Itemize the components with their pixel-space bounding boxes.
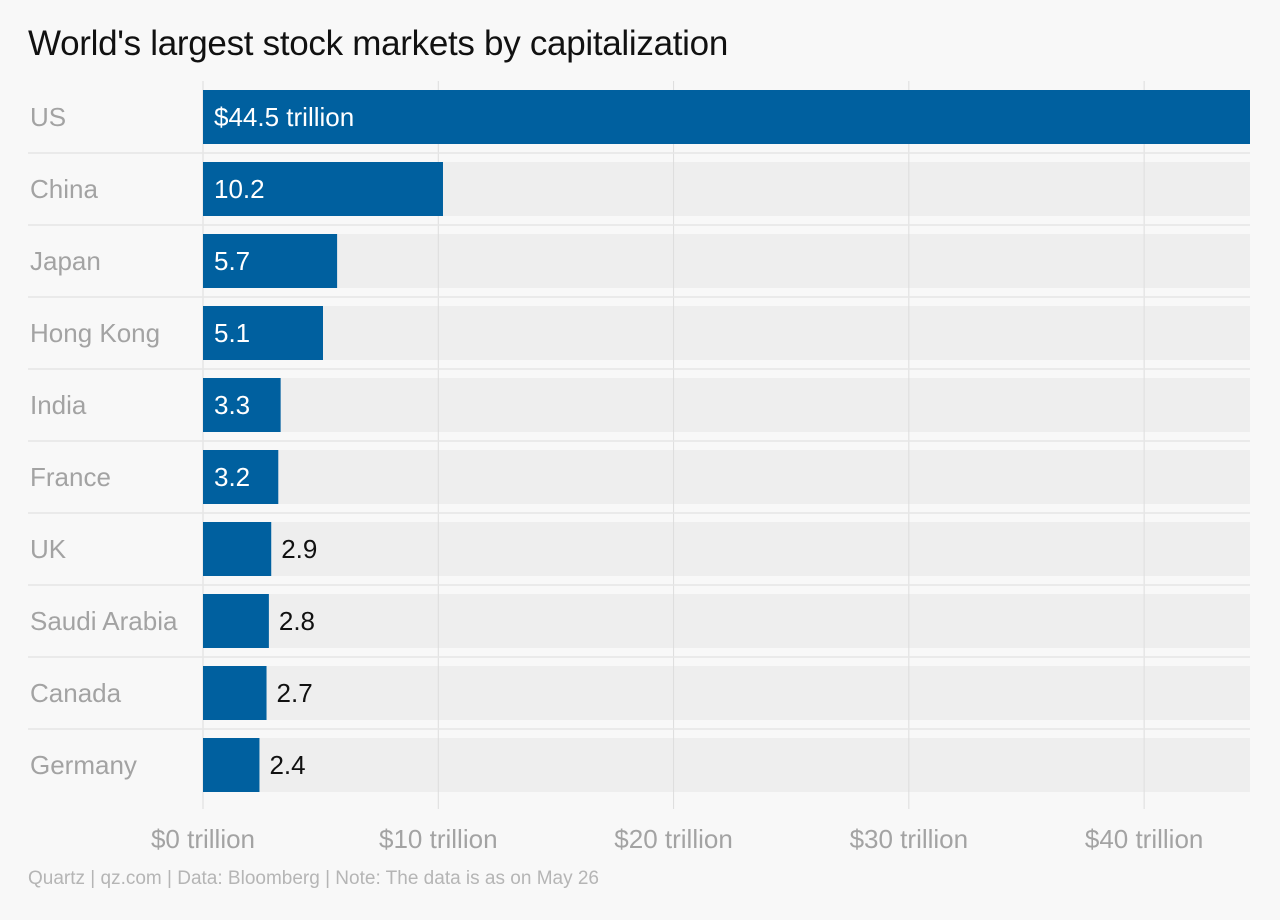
x-tick-label-4: $40 trillion <box>1085 824 1204 854</box>
category-label-1: China <box>30 174 98 204</box>
bar-7 <box>203 594 269 648</box>
bar-9 <box>203 738 260 792</box>
bar-0 <box>203 90 1250 144</box>
category-label-4: India <box>30 390 87 420</box>
category-label-2: Japan <box>30 246 101 276</box>
bar-track-3 <box>203 306 1250 360</box>
value-label-9: 2.4 <box>269 750 305 780</box>
bar-3 <box>203 306 323 360</box>
category-label-3: Hong Kong <box>30 318 160 348</box>
bar-1 <box>203 162 443 216</box>
x-tick-label-1: $10 trillion <box>379 824 498 854</box>
bar-track-7 <box>203 594 1250 648</box>
category-label-5: France <box>30 462 111 492</box>
category-label-0: US <box>30 102 66 132</box>
chart-footer: Quartz | qz.com | Data: Bloomberg | Note… <box>28 868 600 889</box>
value-label-8: 2.7 <box>277 678 313 708</box>
value-label-6: 2.9 <box>281 534 317 564</box>
category-label-9: Germany <box>30 750 137 780</box>
value-label-0: $44.5 trillion <box>214 102 354 132</box>
bar-track-8 <box>203 666 1250 720</box>
x-tick-label-2: $20 trillion <box>614 824 733 854</box>
bar-track-4 <box>203 378 1250 432</box>
category-label-6: UK <box>30 534 67 564</box>
value-label-1: 10.2 <box>214 174 265 204</box>
value-label-5: 3.2 <box>214 462 250 492</box>
x-tick-label-0: $0 trillion <box>151 824 255 854</box>
bar-8 <box>203 666 267 720</box>
x-tick-label-3: $30 trillion <box>850 824 969 854</box>
bar-2 <box>203 234 338 288</box>
bar-4 <box>203 378 281 432</box>
value-label-2: 5.7 <box>214 246 250 276</box>
chart-title: World's largest stock markets by capital… <box>28 24 728 63</box>
bar-5 <box>203 450 279 504</box>
bar-track-6 <box>203 522 1250 576</box>
category-label-8: Canada <box>30 678 122 708</box>
bar-track-2 <box>203 234 1250 288</box>
bar-track-9 <box>203 738 1250 792</box>
bar-track-5 <box>203 450 1250 504</box>
category-label-7: Saudi Arabia <box>30 606 178 636</box>
value-label-7: 2.8 <box>279 606 315 636</box>
value-label-4: 3.3 <box>214 390 250 420</box>
value-label-3: 5.1 <box>214 318 250 348</box>
bar-6 <box>203 522 272 576</box>
